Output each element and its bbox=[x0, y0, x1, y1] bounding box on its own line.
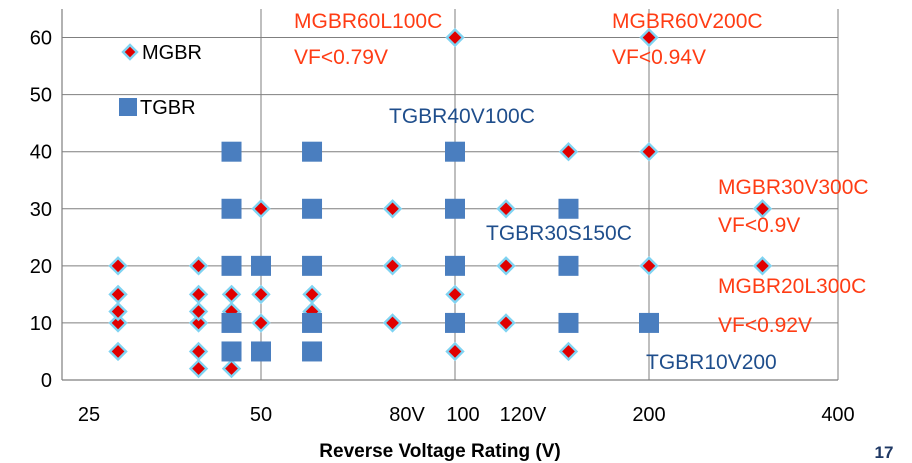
tgbr-point bbox=[221, 141, 242, 162]
page-number: 17 bbox=[875, 443, 894, 462]
mgbr-point bbox=[251, 284, 271, 305]
annotation-label: VF<0.92V bbox=[718, 314, 812, 337]
annotation-label: VF<0.94V bbox=[612, 46, 706, 69]
mgbr-point bbox=[188, 313, 209, 333]
tgbr-point bbox=[302, 312, 323, 333]
y-tick-label: 0 bbox=[41, 370, 52, 392]
tgbr-point bbox=[302, 341, 323, 362]
mgbr-point bbox=[558, 341, 579, 362]
tgbr-point bbox=[221, 255, 242, 276]
y-tick-labels: 0 10 20 30 40 50 60 bbox=[30, 28, 52, 392]
mgbr-point bbox=[251, 313, 271, 333]
y-tick-label: 50 bbox=[30, 85, 52, 107]
tgbr-point bbox=[221, 341, 242, 362]
mgbr-point bbox=[188, 358, 209, 379]
legend-mgbr-marker bbox=[121, 43, 139, 61]
mgbr-point bbox=[382, 256, 403, 276]
mgbr-point bbox=[639, 141, 659, 162]
tgbr-point bbox=[445, 255, 465, 276]
tgbr-point bbox=[558, 312, 579, 333]
mgbr-point bbox=[108, 256, 128, 276]
mgbr-point bbox=[445, 341, 465, 362]
y-tick-label: 10 bbox=[30, 313, 52, 335]
legend-item-tgbr: TGBR bbox=[119, 97, 196, 119]
tgbr-point bbox=[558, 198, 579, 219]
tgbr-point bbox=[445, 141, 465, 162]
annotation-label: MGBR60V200C bbox=[612, 10, 763, 33]
mgbr-point bbox=[382, 313, 403, 333]
annotation-label: TGBR10V200 bbox=[646, 351, 777, 374]
mgbr-point bbox=[108, 313, 128, 333]
tgbr-point bbox=[639, 312, 659, 333]
tgbr-series bbox=[221, 141, 659, 362]
mgbr-point bbox=[639, 27, 659, 48]
annotation-label: MGBR60L100C bbox=[294, 10, 442, 33]
legend-tgbr-marker bbox=[119, 98, 137, 116]
mgbr-point bbox=[108, 301, 128, 322]
tgbr-point bbox=[445, 312, 465, 333]
y-tick-label: 30 bbox=[30, 199, 52, 221]
mgbr-point bbox=[752, 256, 773, 276]
tgbr-point bbox=[445, 198, 465, 219]
x-tick-label: 80V bbox=[389, 404, 425, 426]
axes bbox=[61, 9, 838, 381]
annotation-label: MGBR20L300C bbox=[718, 275, 866, 298]
x-tick-label: 400 bbox=[821, 404, 854, 426]
legend-mgbr-label: MGBR bbox=[142, 42, 202, 64]
mgbr-point bbox=[302, 284, 322, 305]
annotation-label: MGBR30V300C bbox=[718, 176, 869, 199]
x-tick-label: 120V bbox=[500, 404, 547, 426]
annotation-label: VF<0.79V bbox=[294, 46, 388, 69]
annotation-label: TGBR30S150C bbox=[486, 222, 632, 245]
mgbr-point bbox=[752, 199, 773, 219]
tgbr-point bbox=[302, 198, 323, 219]
mgbr-point bbox=[188, 256, 209, 276]
x-tick-labels: 25 50 80V 100 120V 200 400 bbox=[78, 404, 855, 426]
mgbr-point bbox=[188, 341, 209, 362]
legend-item-mgbr: MGBR bbox=[121, 42, 202, 64]
mgbr-point bbox=[188, 284, 209, 305]
mgbr-point bbox=[251, 199, 271, 219]
y-tick-label: 40 bbox=[30, 142, 52, 164]
tgbr-point bbox=[251, 255, 271, 276]
tgbr-point bbox=[302, 255, 323, 276]
annotations: MGBR60L100C VF<0.79V MGBR60V200C VF<0.94V MG… bbox=[294, 10, 869, 374]
x-tick-label: 200 bbox=[632, 404, 665, 426]
mgbr-point bbox=[382, 199, 403, 219]
mgbr-point bbox=[221, 284, 242, 305]
mgbr-point bbox=[496, 199, 516, 219]
legend-tgbr-label: TGBR bbox=[140, 97, 196, 119]
mgbr-point bbox=[496, 313, 516, 333]
mgbr-point bbox=[496, 256, 516, 276]
mgbr-point bbox=[108, 284, 128, 305]
x-tick-label: 100 bbox=[446, 404, 479, 426]
mgbr-point bbox=[445, 27, 465, 48]
x-axis-label: Reverse Voltage Rating (V) bbox=[319, 441, 560, 462]
tgbr-point bbox=[251, 341, 271, 362]
x-tick-label: 50 bbox=[250, 404, 272, 426]
mgbr-point bbox=[445, 284, 465, 305]
legend: MGBR TGBR bbox=[119, 42, 202, 119]
tgbr-point bbox=[302, 141, 323, 162]
mgbr-point bbox=[108, 341, 128, 362]
mgbr-point bbox=[188, 301, 209, 322]
annotation-label: TGBR40V100C bbox=[389, 105, 535, 128]
mgbr-point bbox=[221, 358, 242, 379]
x-tick-label: 25 bbox=[78, 404, 100, 426]
y-tick-label: 60 bbox=[30, 28, 52, 50]
annotation-label: VF<0.9V bbox=[718, 214, 800, 237]
mgbr-series bbox=[108, 27, 773, 379]
tgbr-point bbox=[221, 312, 242, 333]
mgbr-point bbox=[558, 141, 579, 162]
y-tick-label: 20 bbox=[30, 256, 52, 278]
mgbr-point bbox=[639, 256, 659, 276]
tgbr-point bbox=[221, 198, 242, 219]
tgbr-point bbox=[558, 255, 579, 276]
